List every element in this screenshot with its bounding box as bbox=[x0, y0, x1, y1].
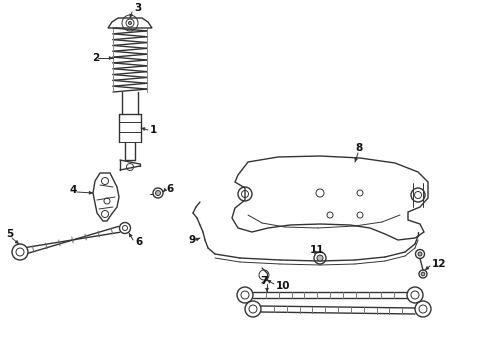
Text: 8: 8 bbox=[355, 143, 362, 153]
Circle shape bbox=[418, 252, 422, 256]
Text: 10: 10 bbox=[276, 281, 291, 291]
Text: 6: 6 bbox=[135, 237, 142, 247]
Text: 11: 11 bbox=[310, 245, 324, 255]
Circle shape bbox=[421, 272, 425, 276]
Text: 7: 7 bbox=[260, 276, 268, 286]
Circle shape bbox=[317, 255, 323, 261]
Text: 12: 12 bbox=[432, 259, 446, 269]
Text: 4: 4 bbox=[69, 185, 76, 195]
Text: 2: 2 bbox=[92, 53, 99, 63]
Circle shape bbox=[128, 22, 131, 24]
Text: 5: 5 bbox=[6, 229, 13, 239]
Text: 3: 3 bbox=[134, 3, 141, 13]
Text: 6: 6 bbox=[166, 184, 173, 194]
Text: 1: 1 bbox=[150, 125, 157, 135]
Circle shape bbox=[155, 190, 161, 195]
Text: 9: 9 bbox=[188, 235, 195, 245]
